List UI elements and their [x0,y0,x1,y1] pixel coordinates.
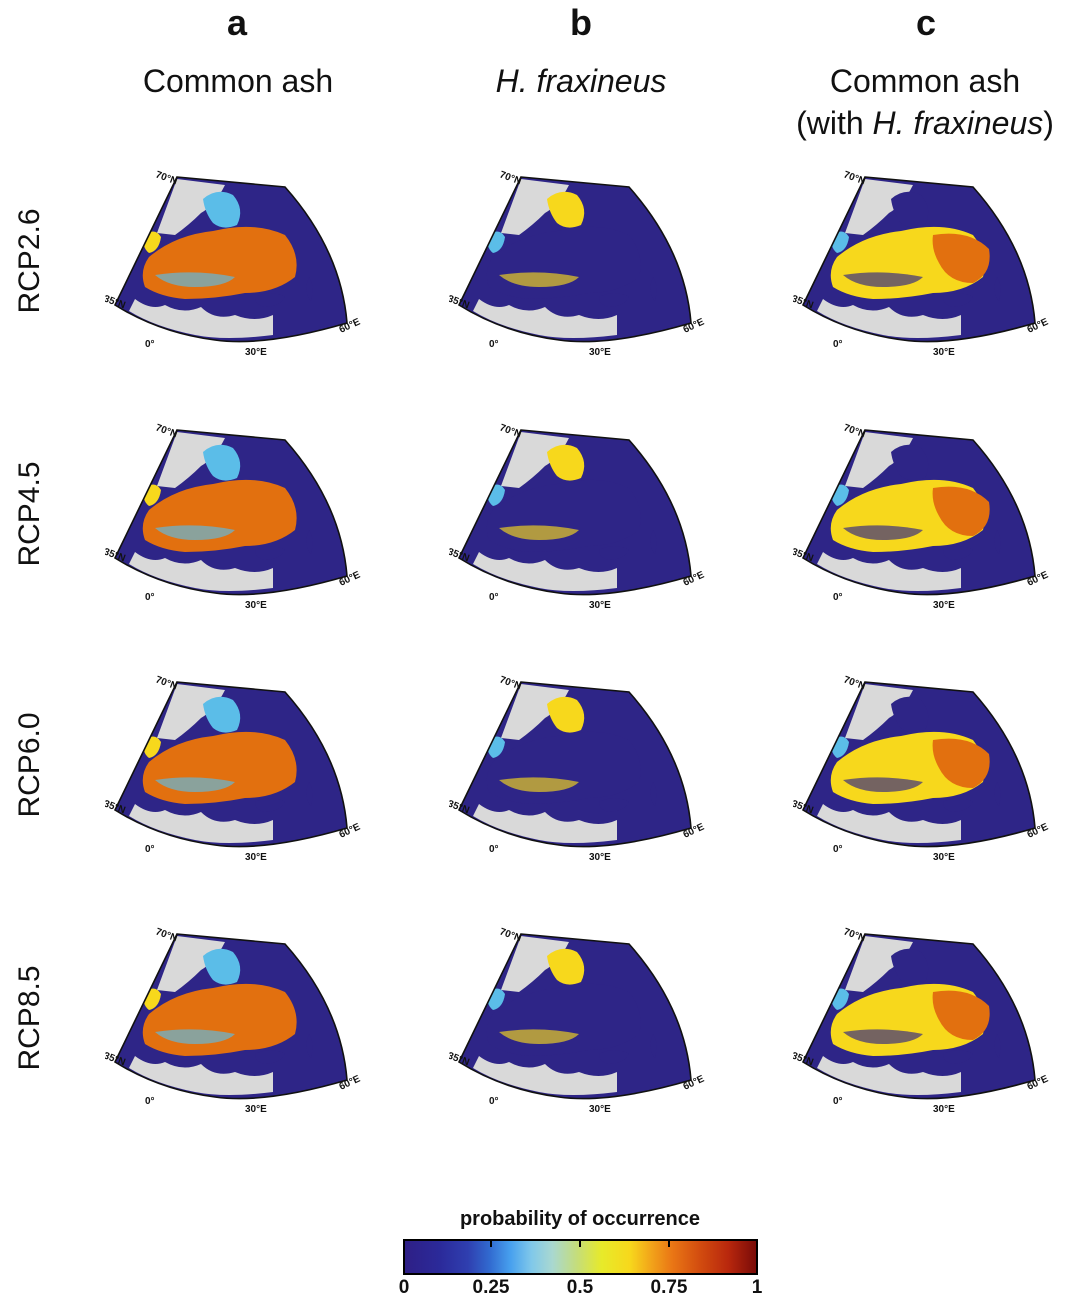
lon-label-30e: 30°E [589,600,611,608]
lon-label-0: 0° [833,592,843,603]
lat-label-70n: 70°N [842,422,867,440]
map-a-rcp85: 70°N 35°N 0° 30°E 60°E [105,922,405,1112]
map-a-rcp26: 70°N 35°N 0° 30°E 60°E [105,165,405,355]
lon-label-0: 0° [833,1096,843,1107]
tick-mark-05 [579,1239,581,1247]
lon-label-30e: 30°E [589,347,611,355]
legend-title: probability of occurrence [459,1208,701,1230]
column-letter-b: b [570,2,592,43]
map-c-rcp45: 70°N 35°N 0° 30°E 60°E [793,418,1084,608]
tick-mark-1 [756,1239,758,1247]
map-c-rcp26: 70°N 35°N 0° 30°E 60°E [793,165,1084,355]
lon-label-30e: 30°E [245,347,267,355]
lon-label-0: 0° [489,592,499,603]
lon-label-30e: 30°E [933,600,955,608]
lat-label-70n: 70°N [842,926,867,944]
lat-label-70n: 70°N [498,926,523,944]
map-b-rcp26: 70°N 35°N 0° 30°E 60°E [449,165,749,355]
column-title-b: H. fraxineus [495,63,667,99]
lon-label-30e: 30°E [245,852,267,860]
lat-label-70n: 70°N [154,422,179,440]
lat-label-70n: 70°N [498,674,523,692]
lat-label-70n: 70°N [842,674,867,692]
lon-label-0: 0° [145,339,155,350]
column-letter-a: a [226,2,248,43]
map-a-rcp60: 70°N 35°N 0° 30°E 60°E [105,670,405,860]
map-a-rcp45: 70°N 35°N 0° 30°E 60°E [105,418,405,608]
tick-label-0: 0 [398,1277,410,1298]
tick-mark-0 [403,1239,405,1247]
tick-label-075: 0.75 [650,1277,688,1298]
column-letter-c: c [915,2,937,43]
map-c-rcp85: 70°N 35°N 0° 30°E 60°E [793,922,1084,1112]
tick-label-1: 1 [751,1277,763,1298]
map-b-rcp60: 70°N 35°N 0° 30°E 60°E [449,670,749,860]
map-b-rcp85: 70°N 35°N 0° 30°E 60°E [449,922,749,1112]
lat-label-70n: 70°N [498,422,523,440]
lon-label-0: 0° [833,844,843,855]
tick-label-025: 0.25 [472,1277,510,1298]
lon-label-0: 0° [489,844,499,855]
lon-label-30e: 30°E [245,600,267,608]
lon-label-30e: 30°E [589,852,611,860]
lon-label-0: 0° [489,339,499,350]
map-c-rcp60: 70°N 35°N 0° 30°E 60°E [793,670,1084,860]
lat-label-70n: 70°N [842,169,867,187]
lon-label-0: 0° [145,592,155,603]
tick-mark-025 [490,1239,492,1247]
lon-label-30e: 30°E [245,1104,267,1112]
colorbar-legend: probability of occurrence 0 0.25 0.5 0.7… [0,1205,1084,1298]
lon-label-30e: 30°E [589,1104,611,1112]
map-b-rcp45: 70°N 35°N 0° 30°E 60°E [449,418,749,608]
lat-label-70n: 70°N [154,674,179,692]
lat-label-70n: 70°N [154,169,179,187]
tick-mark-075 [668,1239,670,1247]
column-title-c: Common ash (with H. fraxineus) [796,63,1054,141]
lon-label-30e: 30°E [933,852,955,860]
tick-label-05: 0.5 [566,1277,594,1298]
lon-label-0: 0° [145,1096,155,1107]
lon-label-30e: 30°E [933,347,955,355]
lon-label-0: 0° [833,339,843,350]
lon-label-0: 0° [145,844,155,855]
lon-label-30e: 30°E [933,1104,955,1112]
lat-label-70n: 70°N [154,926,179,944]
column-title-a: Common ash [142,63,334,99]
lat-label-70n: 70°N [498,169,523,187]
lon-label-0: 0° [489,1096,499,1107]
